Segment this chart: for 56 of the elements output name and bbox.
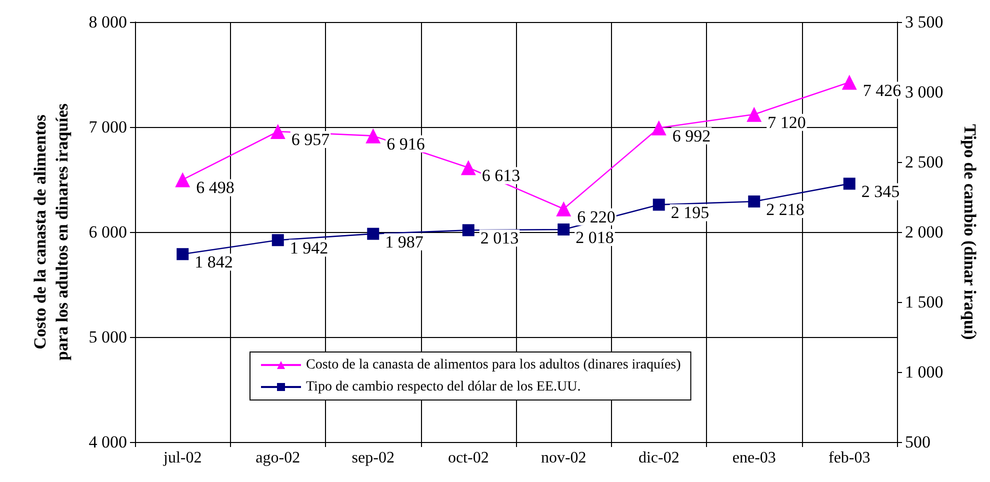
x-tick-label: dic-02 bbox=[638, 450, 680, 466]
x-tick-label: ago-02 bbox=[256, 450, 300, 466]
y2-tick-label: 2 500 bbox=[905, 152, 944, 172]
y-tick-label: 7 000 bbox=[88, 118, 127, 136]
legend-label: Tipo de cambio respecto del dólar de los EE.UU. bbox=[306, 380, 581, 394]
point bbox=[842, 74, 857, 90]
y-axis-title: Costo de la canasta de alimentos para los adultos en dinares iraquíes bbox=[30, 103, 72, 361]
y2-axis-title: Tipo de cambio (dinar iraquí) bbox=[960, 124, 980, 340]
x-tick-label: sep-02 bbox=[352, 450, 394, 466]
x-tick-label: ene-03 bbox=[732, 450, 776, 466]
point bbox=[367, 228, 380, 240]
y2-tick-label: 500 bbox=[905, 432, 930, 452]
y-tick-label: 6 000 bbox=[88, 222, 127, 242]
y-tick-label: 8 000 bbox=[88, 12, 127, 32]
point bbox=[651, 120, 666, 136]
y2-tick-label: 2 000 bbox=[905, 222, 944, 242]
point bbox=[460, 160, 476, 176]
point bbox=[748, 195, 760, 208]
point bbox=[366, 128, 381, 144]
data-label: 1 942 bbox=[290, 238, 328, 258]
y2-tick-label: 3 000 bbox=[905, 82, 944, 102]
data-label: 2 195 bbox=[670, 203, 710, 222]
data-label: 1 842 bbox=[194, 252, 233, 272]
x-tick-label: nov-02 bbox=[540, 450, 586, 466]
data-label: 6 220 bbox=[577, 207, 616, 226]
data-label: 2 018 bbox=[576, 228, 614, 247]
y2-tick-label: 3 500 bbox=[905, 12, 944, 32]
data-label: 6 957 bbox=[291, 130, 330, 150]
data-label: 2 218 bbox=[766, 200, 804, 219]
y2-tick-label: 1 500 bbox=[905, 292, 944, 312]
point bbox=[843, 178, 856, 190]
data-label: 7 426 bbox=[862, 80, 902, 100]
point bbox=[176, 248, 189, 260]
legend-label: Costo de la canasta de alimentos para los adultos (dinares iraquíes) bbox=[306, 358, 682, 372]
point bbox=[746, 106, 762, 122]
point bbox=[558, 223, 570, 236]
point bbox=[462, 224, 474, 236]
point bbox=[175, 172, 190, 188]
data-label: 6 613 bbox=[482, 166, 520, 186]
data-label: 6 916 bbox=[386, 134, 425, 154]
point bbox=[270, 124, 286, 140]
data-label: 2 013 bbox=[480, 228, 519, 248]
y-tick-label: 4 000 bbox=[88, 432, 127, 452]
x-tick-label: feb-03 bbox=[828, 450, 870, 466]
data-label: 2 345 bbox=[861, 182, 900, 202]
point bbox=[272, 234, 284, 246]
data-label: 6 992 bbox=[672, 126, 711, 146]
data-label: 1 987 bbox=[385, 232, 424, 252]
y2-tick-label: 1 000 bbox=[905, 362, 944, 382]
point bbox=[652, 198, 665, 211]
x-tick-label: oct-02 bbox=[448, 450, 489, 466]
data-label: 6 498 bbox=[196, 178, 234, 198]
data-label: 7 120 bbox=[768, 112, 806, 132]
point bbox=[556, 201, 572, 216]
y-tick-label: 5 000 bbox=[88, 328, 127, 346]
x-tick-label: jul-02 bbox=[162, 450, 202, 466]
